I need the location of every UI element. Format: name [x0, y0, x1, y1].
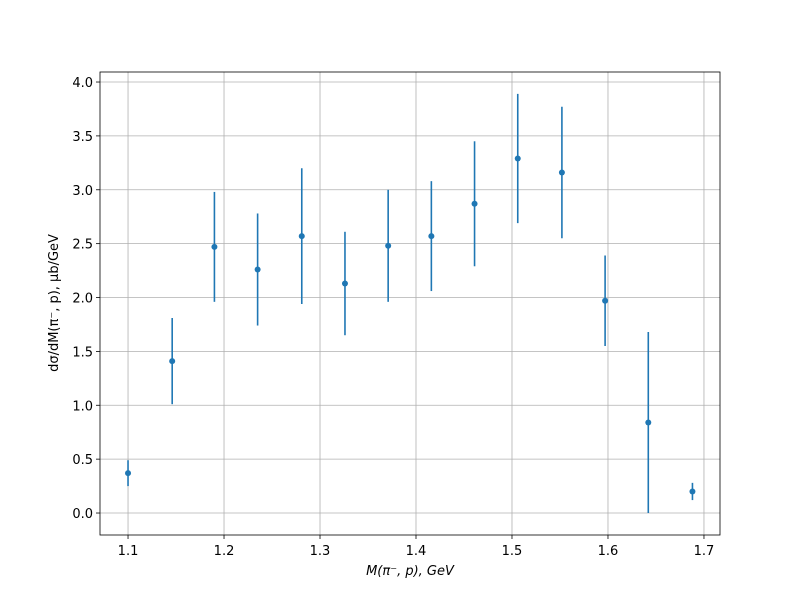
data-point	[428, 233, 435, 240]
x-axis-label: M(π⁻, p), GeV	[366, 564, 455, 579]
data-point	[645, 419, 652, 426]
data-point	[341, 280, 348, 287]
x-tick-label: 1.7	[694, 544, 715, 559]
y-tick-label: 2.5	[72, 238, 93, 253]
y-tick-label: 0.0	[72, 507, 93, 522]
y-tick-label: 0.5	[72, 453, 93, 468]
y-axis-label: dσ/dM(π⁻, p), μb/GeV	[47, 234, 62, 372]
data-point	[471, 200, 478, 207]
data-point	[211, 243, 218, 250]
y-tick-label: 2.0	[72, 292, 93, 307]
data-point	[689, 488, 696, 495]
data-point	[169, 358, 176, 365]
data-point	[558, 169, 565, 176]
data-point	[514, 155, 521, 162]
data-point	[298, 233, 305, 240]
data-point	[125, 470, 132, 477]
x-tick-label: 1.5	[502, 544, 523, 559]
data-point	[254, 266, 261, 273]
x-tick-label: 1.6	[598, 544, 619, 559]
data-point	[602, 297, 609, 304]
y-tick-label: 1.5	[72, 345, 93, 360]
x-tick-label: 1.4	[406, 544, 427, 559]
data-point	[385, 242, 392, 249]
plot-frame	[99, 71, 721, 536]
y-tick-label: 4.0	[72, 76, 93, 91]
y-tick-label: 1.0	[72, 399, 93, 414]
x-tick-label: 1.1	[118, 544, 139, 559]
y-tick-label: 3.5	[72, 130, 93, 145]
y-tick-label: 3.0	[72, 184, 93, 199]
x-tick-label: 1.2	[214, 544, 235, 559]
x-tick-label: 1.3	[310, 544, 331, 559]
